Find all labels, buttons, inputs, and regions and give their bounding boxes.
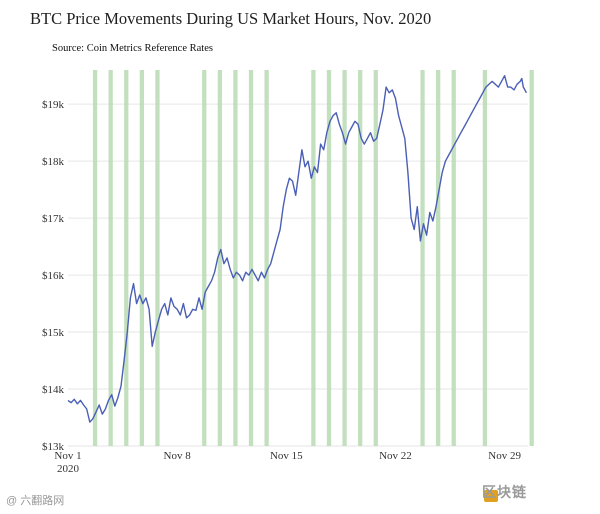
x-tick-sublabel: 2020 (57, 463, 80, 475)
market-hours-band (264, 70, 269, 446)
y-tick-label: $18k (42, 156, 65, 168)
market-hours-band (217, 70, 222, 446)
x-tick-label: Nov 22 (379, 450, 412, 462)
market-hours-band (139, 70, 145, 446)
market-hours-band (326, 70, 332, 446)
market-hours-band (358, 70, 363, 446)
btc-price-line (67, 75, 528, 423)
y-tick-label: $15k (42, 327, 65, 339)
market-hours-band (311, 70, 316, 446)
market-hours-band (248, 70, 254, 446)
market-hours-band (436, 70, 441, 446)
market-hours-band (420, 70, 425, 446)
market-hours-band (108, 70, 113, 446)
chart-title: BTC Price Movements During US Market Hou… (30, 9, 432, 28)
x-tick-label: Nov 29 (488, 450, 521, 462)
market-hours-band (451, 70, 456, 446)
watermark-right: 区块链 (482, 484, 527, 500)
market-hours-band (155, 70, 160, 446)
market-hours-band (202, 70, 207, 446)
x-tick-label: Nov 8 (164, 450, 192, 462)
market-hours-band (373, 70, 378, 446)
x-tick-label: Nov 15 (270, 450, 303, 462)
market-hours-band (342, 70, 347, 446)
watermark-logo-icon (484, 490, 498, 502)
market-hours-band (529, 70, 534, 446)
y-tick-label: $14k (42, 384, 65, 396)
chart-subtitle: Source: Coin Metrics Reference Rates (52, 43, 213, 54)
market-hours-band (482, 70, 488, 446)
y-tick-label: $16k (42, 270, 65, 282)
y-tick-label: $17k (42, 213, 65, 225)
market-hours-band (233, 70, 238, 446)
market-hours-band (124, 70, 129, 446)
watermark-left: @ 六翻路网 (6, 495, 65, 507)
market-hours-band (92, 70, 98, 446)
y-tick-label: $13k (42, 441, 65, 453)
y-tick-label: $19k (42, 99, 65, 111)
x-tick-label: Nov 1 (54, 450, 81, 462)
